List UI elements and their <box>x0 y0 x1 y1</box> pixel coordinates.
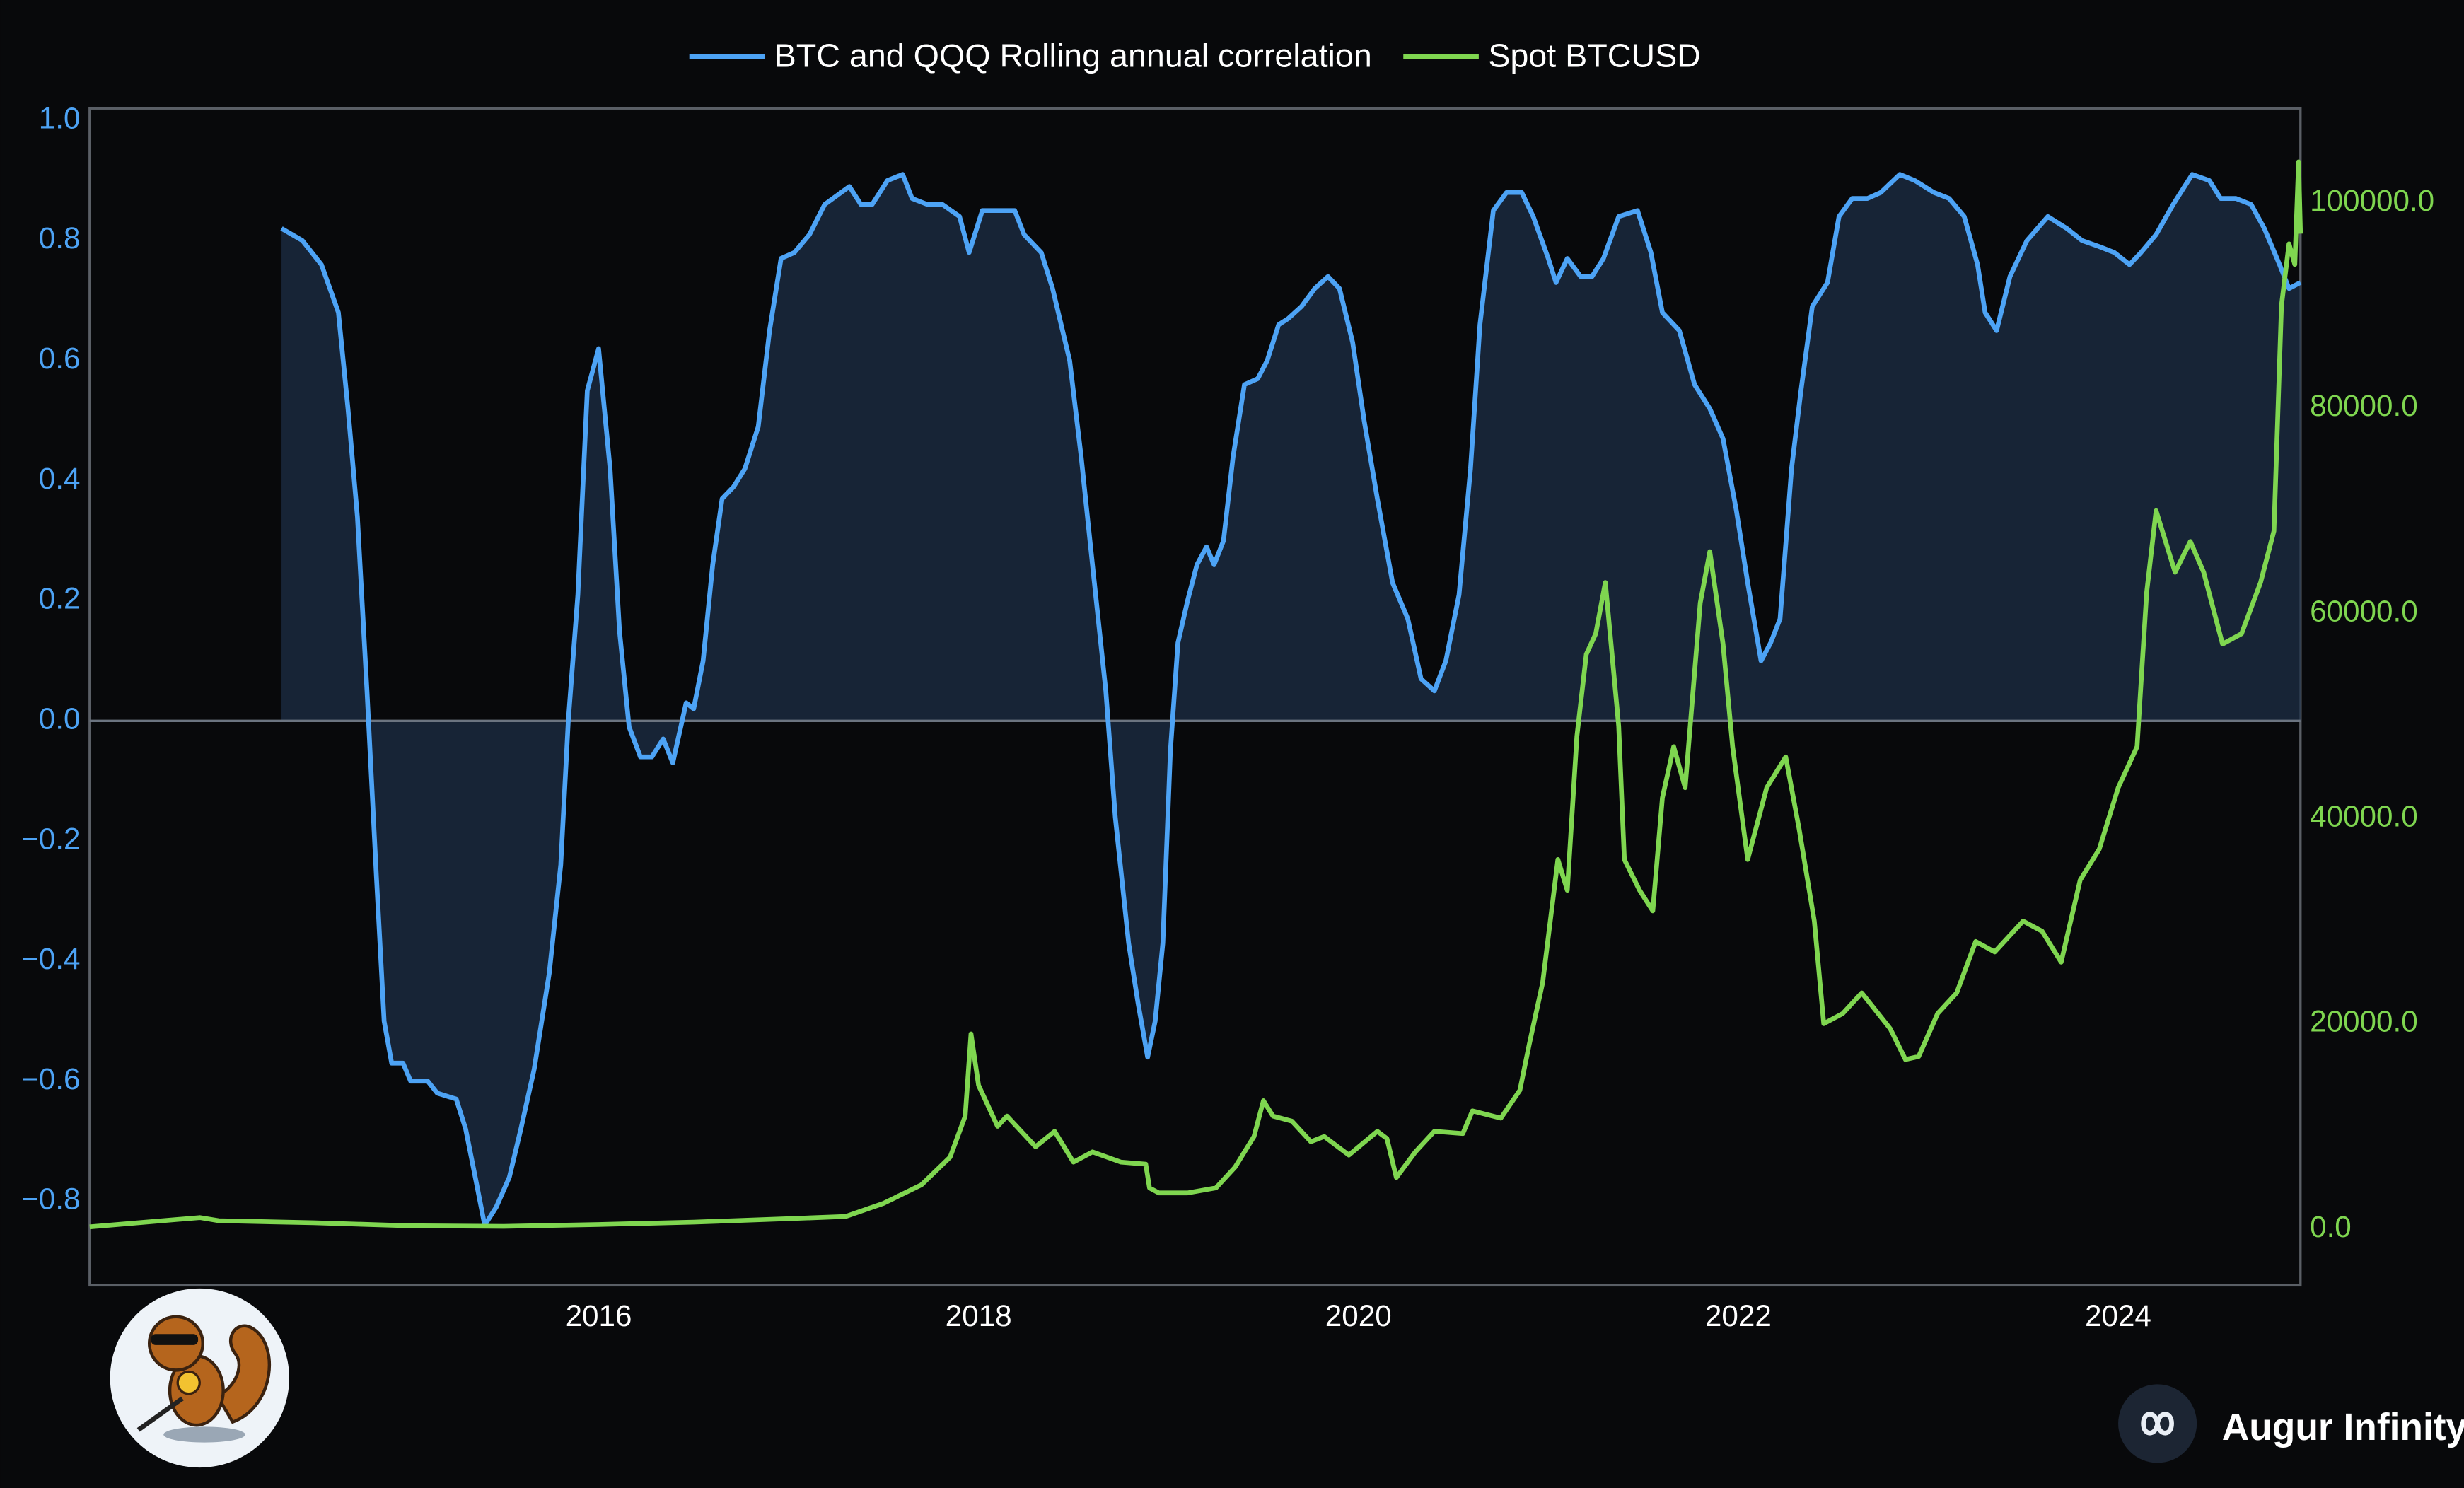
y-tick-label: 0.4 <box>39 462 81 495</box>
y-tick-label: 0.2 <box>39 582 81 615</box>
brand-name: Augur Infinity <box>2222 1407 2464 1448</box>
y-tick-label: −0.2 <box>21 822 80 855</box>
logo-bell <box>176 1370 201 1395</box>
x-tick-label: 2016 <box>566 1299 632 1332</box>
legend-label: Spot BTCUSD <box>1488 37 1701 74</box>
line <box>280 172 2302 1228</box>
x-tick-label: 2024 <box>2085 1299 2151 1332</box>
squirrel-logo <box>110 1288 289 1468</box>
logo-cane <box>136 1396 184 1432</box>
logo-tail <box>214 1324 272 1424</box>
y-tick-label: −0.8 <box>21 1182 80 1216</box>
y2-tick-label: 60000.0 <box>2310 594 2418 627</box>
y-tick-label: 1.0 <box>39 101 81 134</box>
y2-tick-label: 100000.0 <box>2310 184 2434 217</box>
y2-tick-label: 20000.0 <box>2310 1005 2418 1038</box>
y2-tick-label: 40000.0 <box>2310 799 2418 832</box>
x-tick-label: 2020 <box>1325 1299 1392 1332</box>
y-tick-label: 0.0 <box>39 702 81 735</box>
y-tick-label: −0.4 <box>21 942 80 975</box>
x-tick-label: 2018 <box>946 1299 1012 1332</box>
x-tick-label: 2022 <box>1705 1299 1772 1332</box>
line <box>89 159 2303 1230</box>
logo-glasses <box>151 1334 199 1345</box>
y-tick-label: 0.8 <box>39 221 81 255</box>
logo-shadow <box>163 1426 245 1443</box>
y2-tick-label: 80000.0 <box>2310 389 2418 422</box>
y-tick-label: 0.6 <box>39 342 81 375</box>
y-tick-label: −0.6 <box>21 1062 80 1095</box>
legend-label: BTC and QQQ Rolling annual correlation <box>774 37 1372 74</box>
y2-tick-label: 0.0 <box>2310 1210 2352 1243</box>
legend: BTC and QQQ Rolling annual correlation Sp… <box>689 37 1701 74</box>
brand-infinity <box>2141 1412 2174 1436</box>
brand: Augur Infinity <box>2118 1384 2464 1463</box>
